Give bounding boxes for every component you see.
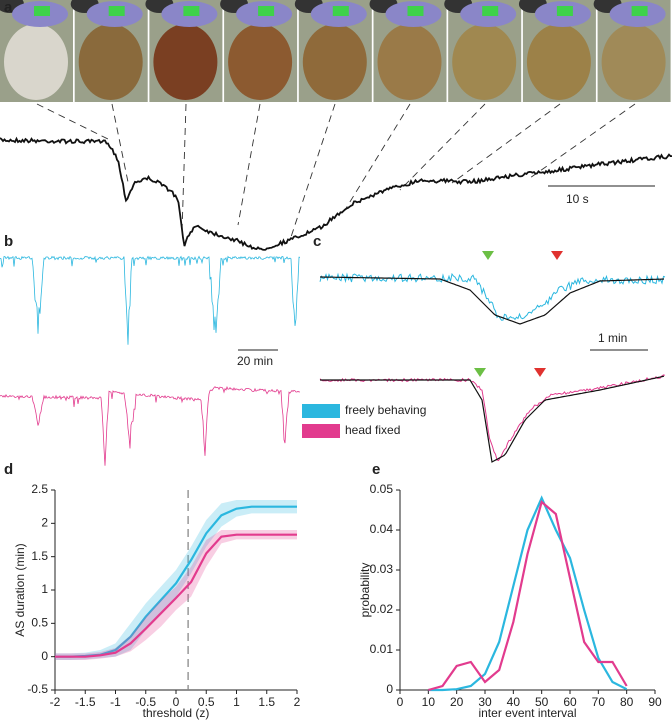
panel-label: c [313,233,321,250]
y-tick-label: 0 [41,649,48,663]
photo-marker [631,6,648,16]
x-tick-label: 1 [233,695,240,709]
y-tick-label: 0.01 [370,642,394,656]
photo-tissue [78,24,143,100]
series-line [55,505,297,658]
photo-tissue [601,24,666,100]
photo-marker [407,6,424,16]
axis-line [399,490,655,691]
y-tick-label: 2.5 [31,482,48,496]
connector [344,103,411,211]
photo-tissue [302,24,367,100]
y-tick-label: 0.03 [370,562,394,576]
connector [289,103,336,241]
x-tick-label: 10 [422,695,436,709]
x-tick-label: -0.5 [135,695,156,709]
y-tick-label: 0.5 [31,616,48,630]
x-tick-label: 40 [507,695,521,709]
series-line [55,533,297,658]
y-tick-label: 0.05 [370,482,394,496]
scale-bar-label: 20 min [237,354,273,368]
offset-marker [551,251,563,260]
x-tick-label: 0 [173,695,180,709]
scale-bar-label: 1 min [598,331,627,345]
trace [0,136,672,251]
photo-tissue [4,24,68,100]
y-axis-label: AS duration (min) [13,543,27,636]
confidence-band [55,530,297,660]
panel-label: d [4,461,13,478]
y-tick-label: 0 [386,682,393,696]
photo-tissue [452,24,517,100]
trace [0,386,301,466]
photo-marker [183,6,200,16]
photo-tissue [377,24,442,100]
photo-marker [34,6,50,16]
x-tick-label: -1 [110,695,121,709]
scale-bar-label: 10 s [566,192,589,206]
photo-strip [0,0,671,102]
y-axis-label: probability [358,563,372,618]
panel-label: a [4,0,13,16]
x-tick-label: 50 [535,695,549,709]
y-tick-label: 1 [41,582,48,596]
y-tick-label: 0.04 [370,522,394,536]
onset-marker [482,251,494,260]
charts: -0.5 0 0.5 1 1.5 2 2.5 -2 -1.5 -1 -0.5 0 0.5 1 1.5 2 thr… [13,482,662,720]
x-tick-label: 1.5 [258,695,275,709]
series-line [428,500,628,692]
series-line [428,495,628,692]
x-axis-label: threshold (z) [143,706,210,720]
connector [451,103,561,184]
fit-curve [320,375,665,463]
legend-swatch [302,424,340,438]
x-axis-label: inter event interval [478,706,576,720]
x-tick-label: 80 [620,695,634,709]
x-tick-label: -2 [50,695,61,709]
connector [399,103,486,191]
panel-label: e [372,461,380,478]
confidence-band [55,500,297,660]
x-tick-label: 60 [563,695,577,709]
x-tick-label: 2 [294,695,301,709]
x-tick-label: 0.5 [198,695,215,709]
panel-label: b [4,233,13,250]
photo-marker [108,6,125,16]
photo-marker [482,6,499,16]
connector [529,103,636,179]
connector [181,103,187,233]
x-tick-label: 90 [648,695,662,709]
fit-curve [320,276,665,325]
onset-marker [474,368,486,377]
x-tick-label: 70 [592,695,606,709]
photo-tissue [526,24,591,100]
x-tick-label: 20 [450,695,464,709]
traces [0,103,672,466]
photo-marker [556,6,573,16]
x-tick-label: -1.5 [75,695,96,709]
photo-tissue [153,24,218,100]
legend-label: head fixed [345,423,400,437]
photo-marker [332,6,349,16]
x-tick-label: 0 [397,695,404,709]
connector [111,103,129,183]
offset-marker [534,368,546,377]
connector [36,103,111,141]
photo-marker [258,6,275,16]
photo-tissue [228,24,293,100]
trace [0,255,301,345]
x-tick-label: 30 [478,695,492,709]
y-tick-label: 0.02 [370,602,394,616]
legend-swatch [302,404,340,418]
y-tick-label: -0.5 [27,682,48,696]
legend-label: freely behaving [345,403,426,417]
y-tick-label: 1.5 [31,549,48,563]
connector [237,103,261,226]
y-tick-label: 2 [41,516,48,530]
